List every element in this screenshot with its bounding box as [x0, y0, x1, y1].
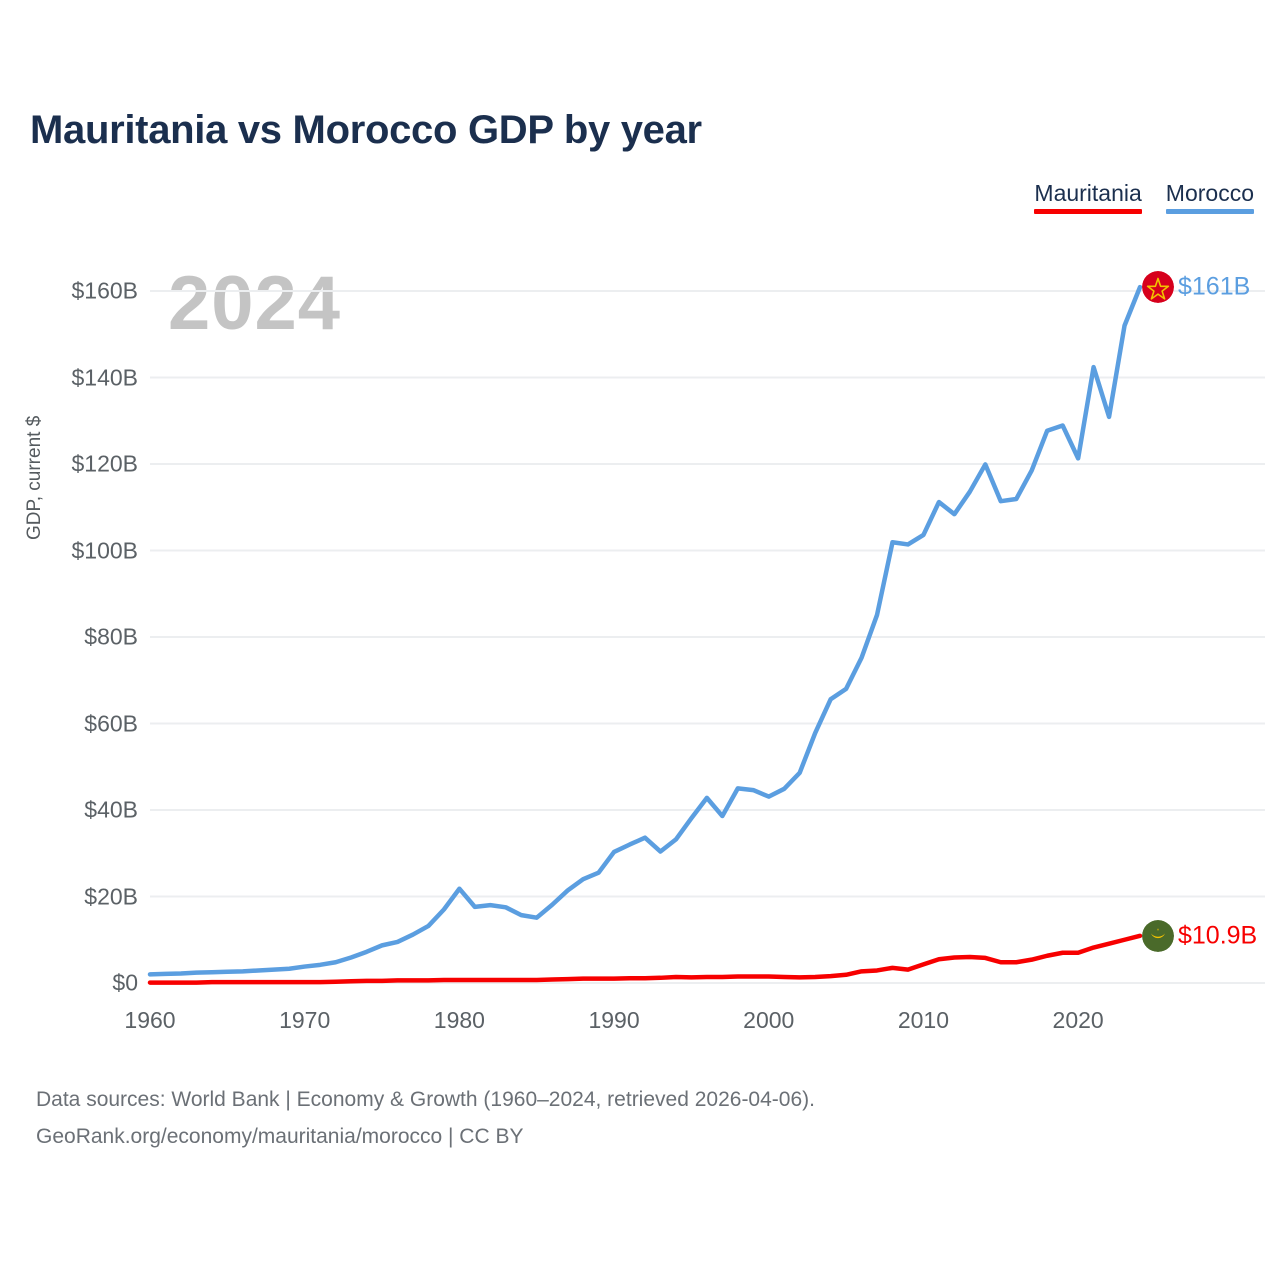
y-axis-tick-label: $0 — [112, 969, 138, 996]
legend-item-mauritania[interactable]: Mauritania — [1034, 180, 1142, 215]
mauritania-endpoint-label: $10.9B — [1178, 921, 1258, 950]
morocco-endpoint-label: $161B — [1178, 272, 1251, 301]
y-axis-tick-label: $120B — [71, 450, 138, 477]
footer-sources: Data sources: World Bank | Economy & Gro… — [36, 1082, 815, 1156]
y-axis-tick-label: $60B — [84, 710, 138, 736]
watermark-year: 2024 — [168, 261, 342, 346]
line-series-mauritania — [147, 933, 1143, 985]
x-axis-tick-label: 1960 — [124, 1007, 176, 1033]
x-axis-tick-label: 1970 — [279, 1007, 331, 1033]
x-axis-tick-label: 1980 — [433, 1007, 485, 1033]
x-axis-tick-label: 2020 — [1052, 1007, 1104, 1033]
y-axis-tick-label: $140B — [71, 364, 138, 390]
legend-swatch-morocco — [1165, 209, 1254, 215]
y-axis-tick-label: $80B — [84, 623, 138, 650]
legend-label-mauritania: Mauritania — [1034, 180, 1142, 206]
page-title: Mauritania vs Morocco GDP by year — [30, 108, 702, 152]
mauritania-flag-icon — [1142, 919, 1174, 952]
legend-label-morocco: Morocco — [1165, 180, 1254, 206]
y-axis-ticks: $0 $20B $40B $60B $80B $100B $120B $140B $160B — [0, 0, 138, 1280]
x-axis-tick-label: 1990 — [588, 1007, 640, 1033]
legend-swatch-mauritania — [1034, 209, 1142, 215]
morocco-flag-svg — [1142, 271, 1174, 304]
y-axis-tick-label: $160B — [71, 277, 138, 304]
gridlines — [150, 290, 1265, 984]
chart-legend: Mauritania Morocco — [1034, 180, 1254, 215]
x-axis-tick-label: 2010 — [897, 1007, 950, 1033]
x-axis-tick-label: 2000 — [743, 1007, 795, 1033]
y-axis-tick-label: $40B — [84, 796, 138, 823]
y-axis-tick-label: $20B — [84, 883, 138, 909]
mauritania-flag-svg — [1142, 919, 1174, 952]
footer-line-1: Data sources: World Bank | Economy & Gro… — [36, 1088, 815, 1111]
legend-item-morocco[interactable]: Morocco — [1165, 180, 1254, 215]
y-axis-tick-label: $100B — [71, 537, 138, 563]
footer-line-2: GeoRank.org/economy/mauritania/morocco |… — [36, 1124, 524, 1148]
morocco-flag-icon — [1142, 271, 1174, 304]
line-series-morocco — [147, 284, 1143, 977]
